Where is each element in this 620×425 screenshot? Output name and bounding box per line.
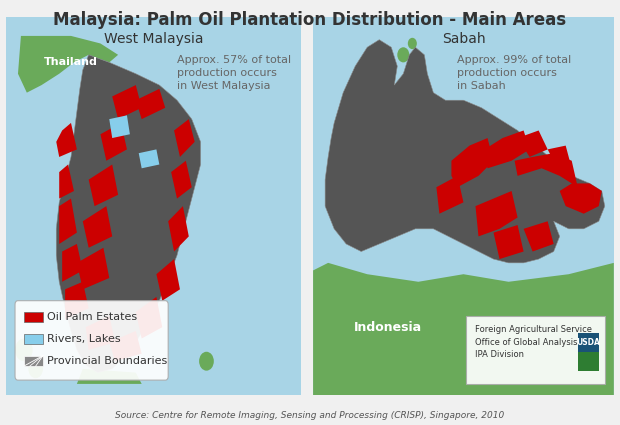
FancyBboxPatch shape (307, 9, 620, 403)
Polygon shape (515, 153, 578, 187)
Polygon shape (86, 316, 115, 350)
Text: Approx. 57% of total
production occurs
in West Malaysia: Approx. 57% of total production occurs i… (177, 55, 291, 91)
Polygon shape (60, 164, 74, 198)
Polygon shape (60, 198, 77, 244)
Circle shape (29, 359, 43, 378)
Circle shape (523, 312, 536, 327)
FancyBboxPatch shape (466, 316, 604, 384)
Circle shape (15, 338, 33, 361)
Text: Oil Palm Estates: Oil Palm Estates (48, 312, 138, 322)
Text: Malaysia: Palm Oil Plantation Distribution - Main Areas: Malaysia: Palm Oil Plantation Distributi… (53, 11, 567, 28)
Text: Approx. 99% of total
production occurs
in Sabah: Approx. 99% of total production occurs i… (458, 55, 572, 91)
Polygon shape (136, 297, 162, 338)
Polygon shape (112, 85, 141, 119)
Text: USDA: USDA (577, 338, 600, 347)
Polygon shape (89, 164, 118, 206)
Polygon shape (18, 36, 118, 93)
Polygon shape (171, 161, 192, 198)
Polygon shape (168, 206, 188, 252)
Bar (24, 356, 43, 366)
Polygon shape (523, 221, 554, 252)
Polygon shape (83, 206, 112, 248)
Polygon shape (136, 89, 165, 119)
Text: Rivers, Lakes: Rivers, Lakes (48, 334, 121, 344)
FancyBboxPatch shape (15, 301, 168, 380)
Polygon shape (174, 119, 195, 157)
Circle shape (408, 38, 417, 49)
Bar (24, 312, 43, 322)
Text: Provincial Boundaries: Provincial Boundaries (48, 356, 167, 366)
Polygon shape (518, 130, 547, 157)
Polygon shape (56, 123, 77, 157)
Polygon shape (436, 176, 463, 214)
Bar (24, 334, 43, 344)
Polygon shape (547, 146, 572, 168)
Text: Foreign Agricultural Service
Office of Global Analysis
IPA Division: Foreign Agricultural Service Office of G… (476, 325, 593, 359)
Polygon shape (494, 225, 523, 259)
Polygon shape (451, 138, 494, 187)
Circle shape (397, 47, 409, 62)
Polygon shape (109, 331, 141, 361)
Text: Indonesia: Indonesia (354, 321, 422, 334)
Polygon shape (56, 55, 201, 373)
Polygon shape (560, 184, 602, 214)
Polygon shape (156, 259, 180, 301)
FancyBboxPatch shape (578, 333, 599, 371)
Text: Source: Centre for Remote Imaging, Sensing and Processing (CRISP), Singapore, 20: Source: Centre for Remote Imaging, Sensi… (115, 411, 505, 420)
Polygon shape (476, 191, 518, 236)
Polygon shape (313, 263, 614, 395)
Polygon shape (77, 248, 109, 289)
Polygon shape (139, 150, 159, 168)
Polygon shape (65, 282, 89, 320)
Text: West Malaysia: West Malaysia (104, 32, 203, 46)
Polygon shape (100, 123, 127, 161)
FancyBboxPatch shape (578, 352, 599, 371)
Text: Sabah: Sabah (441, 32, 485, 46)
Text: Thailand: Thailand (44, 57, 98, 68)
Polygon shape (325, 40, 604, 263)
FancyBboxPatch shape (1, 9, 306, 403)
Circle shape (199, 352, 214, 371)
Polygon shape (109, 115, 130, 138)
Polygon shape (484, 130, 529, 168)
Polygon shape (77, 369, 141, 384)
Polygon shape (62, 244, 83, 282)
